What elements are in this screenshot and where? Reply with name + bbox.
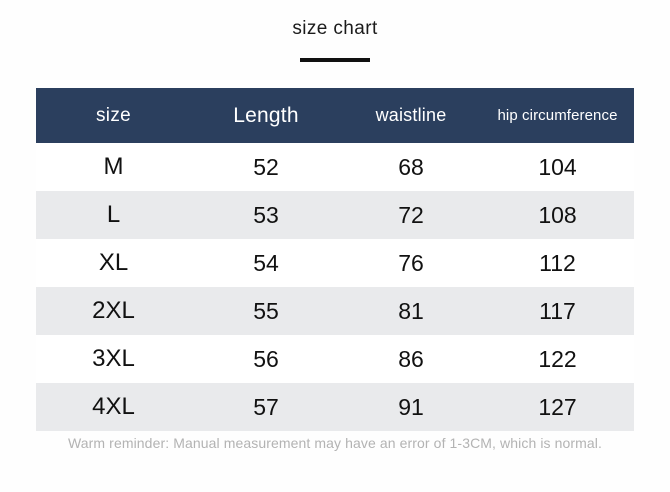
cell-size: M [36,143,191,191]
cell-length: 52 [191,143,341,191]
cell-hip: 127 [481,383,634,431]
column-header-length: Length [191,88,341,143]
cell-waistline: 86 [341,335,481,383]
size-table-container: size Length waistline hip circumference … [36,88,634,431]
cell-size: 3XL [36,335,191,383]
cell-waistline: 76 [341,239,481,287]
page-title: size chart [292,18,378,39]
cell-hip: 112 [481,239,634,287]
cell-size: 4XL [36,383,191,431]
table-header-row: size Length waistline hip circumference [36,88,634,143]
table-body: M 52 68 104 L 53 72 108 XL 54 76 112 [36,143,634,431]
cell-size: XL [36,239,191,287]
cell-waistline: 72 [341,191,481,239]
table-row: 3XL 56 86 122 [36,335,634,383]
cell-hip: 104 [481,143,634,191]
cell-size: 2XL [36,287,191,335]
cell-waistline: 81 [341,287,481,335]
cell-hip: 108 [481,191,634,239]
column-header-waistline: waistline [341,88,481,143]
cell-length: 57 [191,383,341,431]
cell-length: 56 [191,335,341,383]
table-row: M 52 68 104 [36,143,634,191]
title-block: size chart [0,0,670,62]
table-row: XL 54 76 112 [36,239,634,287]
size-table: size Length waistline hip circumference … [36,88,634,431]
cell-length: 55 [191,287,341,335]
measurement-disclaimer: Warm reminder: Manual measurement may ha… [67,435,603,451]
cell-size: L [36,191,191,239]
cell-waistline: 91 [341,383,481,431]
table-row: 2XL 55 81 117 [36,287,634,335]
column-header-size: size [36,88,191,143]
table-header: size Length waistline hip circumference [36,88,634,143]
cell-hip: 122 [481,335,634,383]
cell-waistline: 68 [341,143,481,191]
cell-hip: 117 [481,287,634,335]
table-row: 4XL 57 91 127 [36,383,634,431]
table-row: L 53 72 108 [36,191,634,239]
cell-length: 54 [191,239,341,287]
cell-length: 53 [191,191,341,239]
column-header-hip-circumference: hip circumference [481,88,634,143]
title-underline-rule [300,58,370,62]
